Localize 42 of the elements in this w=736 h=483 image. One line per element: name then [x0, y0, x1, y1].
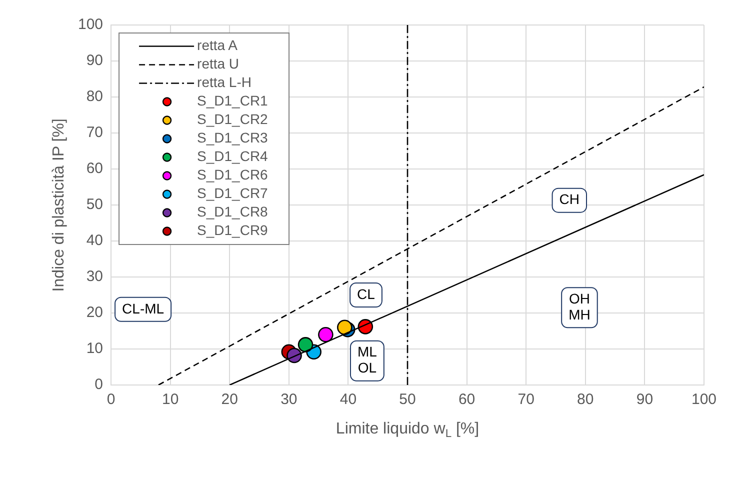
x-tick-label: 80 — [577, 391, 594, 408]
y-tick-label: 10 — [86, 340, 104, 358]
point — [337, 320, 352, 336]
legend-label: S_D1_CR2 — [197, 111, 268, 128]
x-tick-label: 90 — [636, 391, 654, 408]
y-tick-label: 30 — [86, 268, 104, 286]
legend-label: S_D1_CR7 — [197, 185, 268, 202]
x-tick-label: 20 — [221, 391, 238, 408]
legend-label: S_D1_CR1 — [197, 92, 268, 109]
x-tick-label: 30 — [280, 391, 298, 408]
y-tick-label: 100 — [78, 16, 104, 34]
y-tick-label: 90 — [86, 52, 104, 70]
annotation: ML OL — [357, 344, 378, 376]
y-tick-label: 0 — [94, 376, 104, 394]
legend-label: retta L-H — [197, 74, 252, 90]
legend-label: S_D1_CR6 — [197, 166, 268, 183]
x-tick-label: 40 — [340, 391, 357, 408]
y-axis-title: Indice di plasticità IP [%] — [50, 118, 68, 292]
y-tick-label: 20 — [86, 304, 104, 322]
x-tick-label: 0 — [106, 391, 116, 408]
x-tick-label: 50 — [399, 391, 416, 408]
x-tick-label: 70 — [518, 391, 534, 408]
y-tick-label: 50 — [86, 196, 104, 214]
legend-label: S_D1_CR3 — [197, 130, 268, 146]
annotation: OH MH — [568, 290, 590, 322]
legend-label: S_D1_CR4 — [197, 148, 268, 164]
point — [318, 326, 334, 342]
y-tick-label: 80 — [86, 88, 104, 106]
annotation: CL-ML — [122, 300, 164, 316]
x-tick-label: 60 — [458, 391, 476, 408]
y-tick-label: 40 — [86, 232, 104, 250]
y-tick-label: 60 — [86, 160, 104, 178]
legend-label: S_D1_CR9 — [197, 222, 268, 238]
legend-label: retta A — [197, 37, 238, 54]
y-tick-label: 70 — [86, 124, 104, 142]
legend-label: S_D1_CR8 — [197, 204, 268, 220]
annotation: CH — [559, 191, 580, 208]
annotation: CL — [357, 286, 376, 302]
x-tick-label: 10 — [162, 391, 179, 408]
legend-label: retta U — [197, 56, 240, 72]
x-tick-label: 100 — [691, 391, 717, 408]
point — [298, 337, 314, 352]
